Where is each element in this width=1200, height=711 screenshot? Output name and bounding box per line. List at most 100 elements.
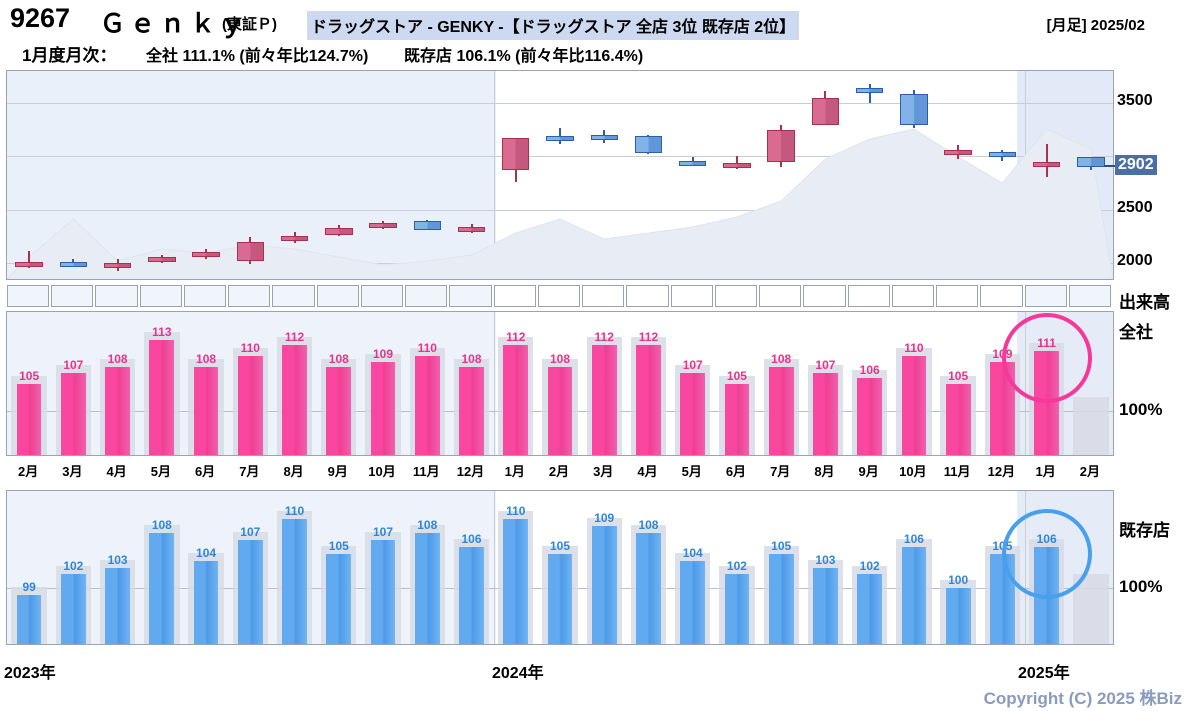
bar-value-label: 107 — [373, 524, 394, 539]
bar-fill — [414, 532, 440, 644]
candle — [723, 71, 751, 279]
bar[interactable] — [680, 372, 706, 455]
bar[interactable] — [857, 574, 883, 644]
bar[interactable] — [945, 383, 971, 455]
volume-box[interactable] — [51, 285, 94, 307]
volume-box[interactable] — [759, 285, 802, 307]
bar[interactable] — [16, 383, 42, 455]
volume-box[interactable] — [449, 285, 492, 307]
volume-box[interactable] — [936, 285, 979, 307]
bar-fill — [768, 367, 794, 455]
bar[interactable] — [591, 345, 617, 455]
bar[interactable] — [326, 367, 352, 455]
bar[interactable] — [60, 372, 86, 455]
candle — [900, 71, 928, 279]
kizon-year-sep-2024 — [493, 491, 495, 644]
bar-fill — [680, 372, 706, 455]
volume-box[interactable] — [316, 285, 359, 307]
volume-box[interactable] — [891, 285, 935, 307]
volume-box[interactable] — [670, 285, 713, 307]
volume-box[interactable] — [537, 285, 581, 307]
bar[interactable] — [547, 367, 573, 455]
bar[interactable] — [326, 553, 352, 644]
bar-fill — [901, 546, 927, 644]
bar[interactable] — [768, 553, 794, 644]
bar[interactable] — [857, 378, 883, 455]
volume-box[interactable] — [405, 285, 448, 307]
candle — [944, 71, 972, 279]
volume-box[interactable] — [360, 285, 404, 307]
bar[interactable] — [16, 595, 42, 644]
volume-box[interactable] — [7, 285, 50, 307]
bar[interactable] — [237, 539, 263, 644]
bar-fill — [105, 567, 130, 644]
bar-value-label: 105 — [328, 538, 349, 553]
bar[interactable] — [636, 345, 661, 455]
bar[interactable] — [813, 372, 838, 455]
bar-value-label: 105 — [771, 538, 792, 553]
bar[interactable] — [724, 383, 750, 455]
bar[interactable] — [193, 367, 219, 455]
volume-box[interactable] — [1068, 285, 1111, 307]
volume-box[interactable] — [582, 285, 625, 307]
bar[interactable] — [414, 532, 440, 644]
bar[interactable] — [901, 356, 927, 455]
volume-box[interactable] — [847, 285, 890, 307]
volume-box[interactable] — [626, 285, 669, 307]
bar[interactable] — [193, 560, 219, 644]
bar[interactable] — [282, 518, 307, 644]
bar-value-label: 108 — [107, 352, 128, 366]
candle-body — [15, 262, 43, 268]
bar[interactable] — [414, 356, 440, 455]
volume-box[interactable] — [95, 285, 138, 307]
volume-box[interactable] — [183, 285, 227, 307]
volume-box[interactable] — [493, 285, 536, 307]
kizon-bar-chart[interactable]: 99 102 103 108 104 107 110 105 107 108 106 110 105 10… — [6, 490, 1114, 645]
volume-box[interactable] — [272, 285, 315, 307]
bar[interactable] — [370, 361, 396, 455]
candle-body — [767, 129, 795, 162]
bar[interactable] — [503, 518, 529, 644]
bar[interactable] — [237, 356, 263, 455]
kizon-label: 既存店 — [1119, 521, 1170, 540]
volume-row[interactable] — [6, 285, 1114, 307]
bar[interactable] — [768, 367, 794, 455]
volume-box[interactable] — [139, 285, 182, 307]
candle-body — [1077, 157, 1105, 167]
candle-wick — [1045, 143, 1048, 177]
bar[interactable] — [105, 367, 130, 455]
bar[interactable] — [901, 546, 927, 644]
bar[interactable] — [547, 553, 573, 644]
volume-box[interactable] — [1024, 285, 1067, 307]
volume-box[interactable] — [714, 285, 758, 307]
bar-value-label: 105 — [19, 368, 40, 383]
bar-value-label: 110 — [904, 341, 924, 355]
bar[interactable] — [149, 532, 175, 644]
bar[interactable] — [459, 546, 484, 644]
bar[interactable] — [503, 345, 529, 455]
bar[interactable] — [680, 560, 706, 644]
volume-box[interactable] — [980, 285, 1023, 307]
bar[interactable] — [282, 345, 307, 455]
volume-area-overlay — [7, 128, 1113, 279]
bar[interactable] — [60, 574, 86, 644]
candle — [634, 71, 663, 279]
bar[interactable] — [724, 574, 750, 644]
candlestick-chart[interactable] — [6, 70, 1114, 280]
volume-box[interactable] — [803, 285, 846, 307]
market-label: (東証Ｐ) — [222, 16, 277, 33]
zensha-bar-chart[interactable]: 105 107 108 113 108 110 112 108 109 110 108 112 108 1… — [6, 311, 1114, 456]
volume-box[interactable] — [228, 285, 271, 307]
month-label: 4月 — [106, 464, 127, 479]
bar-fill — [149, 339, 175, 455]
bar[interactable] — [636, 532, 661, 644]
bar[interactable] — [105, 567, 130, 644]
bar[interactable] — [149, 339, 175, 455]
bar[interactable] — [591, 525, 617, 644]
bar[interactable] — [459, 367, 484, 455]
bar-fill — [547, 553, 573, 644]
bar[interactable] — [813, 567, 838, 644]
bar[interactable] — [945, 588, 971, 644]
bar-value-label: 112 — [594, 330, 614, 344]
bar[interactable] — [370, 539, 396, 644]
